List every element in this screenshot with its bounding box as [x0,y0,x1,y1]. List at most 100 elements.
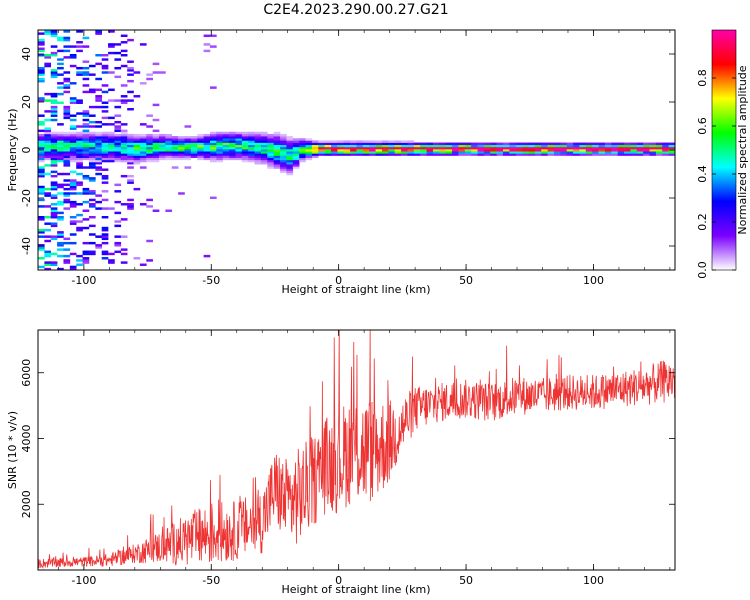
spectrogram-cell [331,146,338,150]
spectrogram-cell [88,88,96,92]
spectrogram-cell [152,151,160,154]
spectrogram-cell [82,192,90,195]
spectrogram-cell [209,153,217,156]
spectrogram-cell [159,138,166,141]
spectrogram-cell [668,146,675,150]
spectrogram-cell [69,56,77,59]
spectrogram-cell [541,151,548,154]
spectrogram-cell [369,140,376,143]
spectrogram-cell [388,146,396,150]
spectrogram-cell [38,120,45,124]
spectrogram-cell [120,129,128,133]
spectrogram-cell [229,142,236,146]
spectrogram-cell [50,164,58,167]
spectrogram-cell [222,142,230,146]
spectrogram-cell [203,138,211,141]
spectrogram-cell [178,155,185,158]
spectrogram-cell [235,155,243,158]
spectrogram-cell [375,149,383,152]
spectrogram-cell [260,131,268,135]
spectrogram-cell [95,140,102,143]
spectrogram-cell [114,235,122,238]
spectrogram-cell [426,146,434,150]
spectrogram-cell [95,172,102,176]
spectrogram-cell [280,140,287,143]
spectrogram-cell [152,157,160,161]
spectrogram-cell [203,146,211,150]
spectrogram-cell [375,151,383,154]
spectrogram-cell [203,43,211,46]
spectrogram-cell [229,146,236,150]
spectrogram-cell [114,136,122,139]
spectrogram-cell [69,252,77,256]
spectrogram-cell [76,136,83,139]
spectrogram-cell [566,153,574,156]
spectrogram-cell [50,213,58,217]
spectrogram-cell [120,174,128,178]
spectrogram-cell [50,92,58,96]
spectrogram-cell [114,157,122,161]
spectrogram-cell [483,153,491,156]
spectrogram-cell [356,146,364,150]
spectrogram-cell [88,203,96,206]
spectrogram-cell [388,149,396,152]
spectrogram-cell [57,233,64,236]
spectrogram-cell [38,246,45,249]
spectrogram-cell [120,155,128,158]
spectrogram-cell [477,153,485,156]
spectrogram-cell [598,142,606,146]
spectrogram-cell [241,142,249,146]
spectrogram-cell [260,162,268,165]
spectrogram-cell [267,142,274,146]
spectrogram-cell [139,138,147,141]
spectrogram-cell [159,144,166,148]
spectrogram-cell [146,114,153,117]
spectrogram-cell [197,149,204,152]
spectrogram-cell [133,157,141,161]
spectrogram-cell [178,151,185,154]
spectrogram-cell [432,151,440,154]
spectrogram-cell [592,142,599,146]
spectrogram-cell [311,144,319,148]
spectrogram-cell [197,138,204,141]
spectrogram-cell [305,140,313,143]
spectrogram-cell [76,131,83,135]
spectrogram-cell [88,164,96,167]
spectrogram-cell [76,142,83,146]
spectrogram-cell [63,159,71,163]
colorbar-tick-label: 0.4 [696,165,709,183]
spectrogram-cell [547,149,555,152]
spectrogram-cell [50,138,58,141]
spectrogram-cell [82,36,90,40]
spectrogram-cell [617,142,625,146]
spectrogram-cell [190,142,198,146]
spectrogram-cell [630,153,638,156]
spectrogram-marks [38,30,675,270]
spectrogram-cell [267,149,274,152]
spectrogram-cell [324,146,332,150]
spectrogram-cell [356,142,364,146]
spectrogram-cell [311,149,319,152]
spectrogram-cell [114,66,122,70]
spectrogram-cell [57,185,64,189]
spectrogram-cell [579,146,587,150]
spectrogram-cell [286,151,294,154]
spectrogram-cell [95,194,102,197]
spectrogram-cell [203,151,211,154]
spectrogram-cell [50,183,58,187]
spectrogram-cell [643,146,650,150]
spectrogram-cell [69,187,77,191]
spectrogram-cell [197,133,204,137]
spectrogram-cell [267,162,274,165]
spectrogram-cell [611,153,618,156]
spectrogram-cell [273,146,281,150]
spectrogram-cell [88,157,96,161]
spectrogram-cell [127,155,134,158]
spectrogram-cell [553,153,561,156]
spectrogram-cell [133,153,141,156]
x-tick-label: 0 [335,274,342,287]
spectrogram-cell [38,142,45,146]
spectrogram-cell [273,138,281,141]
spectrogram-cell [101,58,109,61]
spectrogram-cell [57,216,64,219]
